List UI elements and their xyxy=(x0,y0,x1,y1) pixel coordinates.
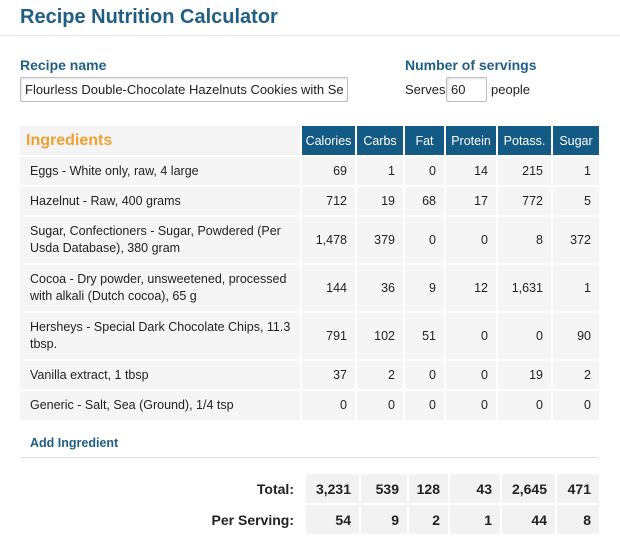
cell-protein: 0 xyxy=(444,359,497,391)
per-serving-fat: 2 xyxy=(407,503,449,534)
column-header-potassium: Potass. xyxy=(496,126,552,156)
cell-carbs: 19 xyxy=(355,185,404,217)
cell-potassium: 1,631 xyxy=(496,263,552,313)
per-serving-carbs: 9 xyxy=(359,503,408,534)
cell-fat: 51 xyxy=(403,311,445,361)
cell-potassium: 8 xyxy=(496,215,552,265)
total-carbs: 539 xyxy=(359,474,408,504)
cell-carbs: 0 xyxy=(355,389,404,421)
cell-protein: 0 xyxy=(444,311,497,361)
cell-protein: 14 xyxy=(444,155,497,187)
cell-carbs: 102 xyxy=(355,311,404,361)
cell-carbs: 379 xyxy=(355,215,404,265)
cell-calories: 1,478 xyxy=(300,215,356,265)
total-label: Total: xyxy=(256,480,294,497)
servings-input[interactable] xyxy=(446,77,487,102)
cell-potassium: 215 xyxy=(496,155,552,187)
per-serving-protein: 1 xyxy=(448,503,501,534)
cell-potassium: 19 xyxy=(496,359,552,391)
cell-sugar: 5 xyxy=(551,185,599,217)
cell-calories: 712 xyxy=(300,185,356,217)
column-header-calories: Calories xyxy=(300,126,356,156)
per-serving-label: Per Serving: xyxy=(150,503,305,534)
cell-potassium: 0 xyxy=(496,389,552,421)
ingredient-name[interactable]: Sugar, Confectioners - Sugar, Powdered (… xyxy=(20,215,301,265)
cell-carbs: 36 xyxy=(355,263,404,313)
serves-text: Serves xyxy=(405,82,446,97)
ingredient-name[interactable]: Vanilla extract, 1 tbsp xyxy=(20,359,301,391)
total-row: Total: 3,231 539 128 43 2,645 471 xyxy=(150,474,599,504)
column-header-carbs: Carbs xyxy=(355,126,404,156)
page-title: Recipe Nutrition Calculator xyxy=(20,6,278,28)
cell-fat: 0 xyxy=(403,389,445,421)
cell-sugar: 1 xyxy=(551,263,599,313)
per-serving-calories: 54 xyxy=(304,503,360,534)
cell-fat: 68 xyxy=(403,185,445,217)
divider xyxy=(20,457,599,458)
cell-potassium: 0 xyxy=(496,311,552,361)
cell-fat: 9 xyxy=(403,263,445,313)
table-row[interactable]: Eggs - White only, raw, 4 large 69 1 0 1… xyxy=(20,155,599,187)
recipe-name-label: Recipe name xyxy=(20,57,107,73)
cell-sugar: 1 xyxy=(551,155,599,187)
cell-protein: 17 xyxy=(444,185,497,217)
cell-sugar: 2 xyxy=(551,359,599,391)
ingredient-name[interactable]: Hazelnut - Raw, 400 grams xyxy=(20,185,301,217)
total-potassium: 2,645 xyxy=(500,474,556,504)
total-calories: 3,231 xyxy=(304,474,360,504)
ingredient-name[interactable]: Generic - Salt, Sea (Ground), 1/4 tsp xyxy=(20,389,301,421)
table-row[interactable]: Hazelnut - Raw, 400 grams 712 19 68 17 7… xyxy=(20,185,599,217)
cell-sugar: 90 xyxy=(551,311,599,361)
cell-protein: 12 xyxy=(444,263,497,313)
recipe-name-input[interactable] xyxy=(20,77,348,102)
ingredient-name[interactable]: Cocoa - Dry powder, unsweetened, process… xyxy=(20,263,301,313)
cell-carbs: 2 xyxy=(355,359,404,391)
table-row[interactable]: Cocoa - Dry powder, unsweetened, process… xyxy=(20,263,599,313)
per-serving-row: Per Serving: 54 9 2 1 44 8 xyxy=(150,503,599,534)
cell-fat: 0 xyxy=(403,215,445,265)
per-serving-sugar: 8 xyxy=(555,503,599,534)
ingredients-header: Ingredients xyxy=(20,126,301,156)
cell-fat: 0 xyxy=(403,155,445,187)
add-ingredient-link[interactable]: Add Ingredient xyxy=(30,436,119,450)
totals-table: Total: 3,231 539 128 43 2,645 471 Per Se… xyxy=(150,474,599,534)
total-sugar: 471 xyxy=(555,474,599,504)
ingredients-table: Ingredients Calories Carbs Fat Protein P… xyxy=(20,126,599,421)
total-fat: 128 xyxy=(407,474,449,504)
cell-calories: 144 xyxy=(300,263,356,313)
cell-carbs: 1 xyxy=(355,155,404,187)
cell-calories: 791 xyxy=(300,311,356,361)
cell-potassium: 772 xyxy=(496,185,552,217)
title-bar: Recipe Nutrition Calculator xyxy=(0,0,620,36)
cell-calories: 37 xyxy=(300,359,356,391)
table-row[interactable]: Generic - Salt, Sea (Ground), 1/4 tsp 0 … xyxy=(20,389,599,421)
cell-sugar: 0 xyxy=(551,389,599,421)
servings-label: Number of servings xyxy=(405,57,537,73)
table-row[interactable]: Vanilla extract, 1 tbsp 37 2 0 0 19 2 xyxy=(20,359,599,391)
cell-sugar: 372 xyxy=(551,215,599,265)
column-header-fat: Fat xyxy=(403,126,445,156)
cell-fat: 0 xyxy=(403,359,445,391)
ingredient-name[interactable]: Hersheys - Special Dark Chocolate Chips,… xyxy=(20,311,301,361)
people-text: people xyxy=(491,82,531,97)
table-row[interactable]: Sugar, Confectioners - Sugar, Powdered (… xyxy=(20,215,599,265)
column-header-protein: Protein xyxy=(444,126,497,156)
total-protein: 43 xyxy=(448,474,501,504)
cell-protein: 0 xyxy=(444,215,497,265)
table-header-row: Ingredients Calories Carbs Fat Protein P… xyxy=(20,126,599,156)
column-header-sugar: Sugar xyxy=(551,126,599,156)
table-row[interactable]: Hersheys - Special Dark Chocolate Chips,… xyxy=(20,311,599,361)
cell-calories: 69 xyxy=(300,155,356,187)
ingredient-name[interactable]: Eggs - White only, raw, 4 large xyxy=(20,155,301,187)
cell-protein: 0 xyxy=(444,389,497,421)
per-serving-potassium: 44 xyxy=(500,503,556,534)
cell-calories: 0 xyxy=(300,389,356,421)
